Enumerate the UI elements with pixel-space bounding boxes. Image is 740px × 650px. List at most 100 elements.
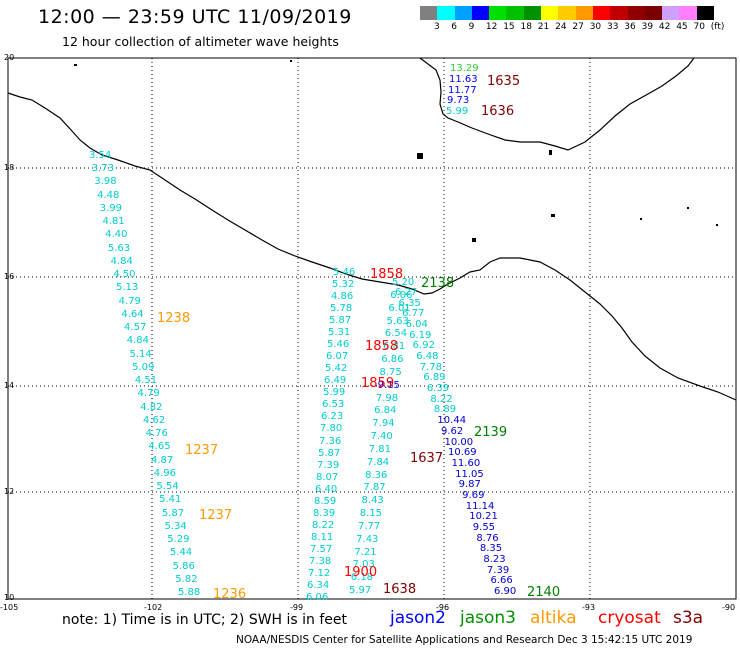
track-a-value: 5.29 (167, 534, 190, 546)
track-b-value: 7.36 (319, 435, 342, 447)
track-b-value: 6.49 (324, 375, 347, 387)
track-a-value: 5.54 (156, 481, 179, 493)
lon-label: -90 (722, 603, 736, 612)
time-label: 1237 (185, 443, 219, 458)
scale-label: 45 (676, 22, 688, 32)
scale-swatch (627, 6, 645, 20)
track-a-value: 4.79 (137, 388, 160, 400)
scale-label: 3 (434, 22, 440, 32)
track-c-value: 7.81 (368, 443, 391, 455)
track-d-value: 11.05 (455, 468, 484, 480)
track-a-value: 5.86 (172, 560, 195, 572)
track-a-value: 5.82 (175, 573, 198, 585)
scale-label: 70 (693, 22, 705, 32)
track-c-value: 8.75 (379, 366, 402, 378)
lat-label: 10 (4, 593, 15, 602)
track-c-value: 5.20 (392, 277, 415, 288)
track-a-value: 4.64 (121, 308, 144, 320)
footer-credit: NOAA/NESDIS Center for Satellite Applica… (236, 634, 693, 646)
track-b-value: 7.38 (309, 555, 332, 567)
track-b-value: 5.87 (318, 447, 341, 459)
track-a-value: 5.41 (159, 494, 182, 506)
track-b-value: 4.86 (331, 291, 354, 303)
track-b-value: 6.23 (321, 411, 344, 423)
grid-lines (8, 58, 736, 599)
time-label: 1859 (361, 376, 395, 391)
track-c-value: 7.84 (366, 456, 390, 468)
time-label: 1636 (481, 104, 515, 119)
track-c-value: 6.01 (388, 302, 411, 314)
time-label: 1858 (370, 267, 404, 282)
lon-label: -96 (436, 603, 450, 612)
lon-label: -93 (582, 603, 596, 612)
track-b-value: 5.46 (327, 339, 350, 351)
track-c-value: 7.21 (354, 546, 377, 558)
track-c-value: 9.15 (377, 379, 400, 391)
track-a-value: 5.13 (115, 282, 139, 294)
track-c-value: 8.15 (359, 508, 383, 519)
track-a-value: 5.88 (178, 587, 201, 598)
track-a-value: 4.76 (145, 428, 168, 440)
color-scale (420, 6, 715, 20)
lon-label: -105 (0, 603, 19, 612)
track-b-value: 7.12 (308, 567, 331, 579)
track-d-value: 6.89 (423, 372, 446, 384)
track-b-value: 7.80 (320, 423, 343, 435)
track-a-value: 4.79 (118, 295, 141, 307)
scale-swatch (644, 6, 663, 20)
track-d-value: 6.39 (426, 383, 450, 395)
track-c-value: 6.81 (383, 341, 406, 353)
scale-swatch (523, 6, 542, 20)
scale-swatch (610, 6, 628, 20)
track-a-value: 4.50 (113, 269, 136, 281)
track-c-value: 7.40 (370, 431, 393, 442)
time-label: 1638 (383, 582, 417, 597)
track-a-value: 4.84 (110, 255, 133, 267)
track-a-value: 4.40 (105, 229, 128, 241)
track-d-value: 9.69 (462, 489, 485, 501)
track-d-value: 8.23 (483, 553, 506, 565)
track-d-value: 9.55 (472, 521, 496, 533)
islands (74, 60, 718, 242)
time-label: 1635 (487, 74, 521, 89)
time-label: 1237 (199, 508, 233, 523)
track-a-value: 4.84 (126, 335, 150, 347)
track-a-value: 3.73 (91, 163, 114, 175)
track-b-value: 6.34 (307, 579, 330, 591)
track-d-value: 6.35 (398, 297, 421, 309)
track-b-value: 6.06 (306, 592, 329, 603)
legend-cryosat: cryosat (598, 608, 661, 628)
scale-swatch (696, 6, 715, 20)
track-b-value: 5.46 (333, 267, 356, 278)
track-a-value: 5.44 (169, 547, 193, 559)
scale-swatch (437, 6, 455, 20)
track-a-value: 4.62 (142, 414, 166, 426)
scale-label: 21 (537, 22, 550, 32)
track-c-value: 7.94 (372, 418, 395, 430)
legend-note: note: 1) Time is in UTC; 2) SWH is in fe… (62, 612, 348, 628)
scale-label: 6 (451, 22, 458, 32)
scale-label: 33 (607, 22, 619, 32)
scale-label: 12 (485, 22, 498, 32)
track-b-value: 6.53 (322, 399, 345, 411)
track-d-value: 6.92 (412, 340, 435, 352)
track-c-value: 5.97 (349, 585, 372, 596)
track-a-value: 4.48 (97, 189, 120, 201)
map-frame (7, 57, 737, 600)
track-b-value: 8.07 (316, 471, 339, 483)
track-b-value: 5.32 (332, 279, 355, 291)
track-b-value: 8.59 (314, 495, 337, 507)
track-top-value: 13.29 (450, 63, 479, 74)
gulf-coastline (419, 57, 695, 151)
track-c-value: 6.54 (384, 328, 408, 340)
track-a-value: 3.54 (89, 150, 112, 161)
track-b-value: 6.40 (315, 483, 338, 495)
track-d-value: 10.21 (469, 511, 498, 523)
track-a-value: 3.98 (94, 176, 117, 188)
track-a-value: 5.34 (164, 520, 187, 532)
track-a-value: 4.82 (140, 401, 163, 413)
track-c-value: 8.36 (365, 469, 388, 481)
time-label: 1858 (365, 339, 399, 354)
track-top-value: 9.73 (447, 95, 470, 107)
track-d-value: 6.90 (494, 586, 517, 597)
